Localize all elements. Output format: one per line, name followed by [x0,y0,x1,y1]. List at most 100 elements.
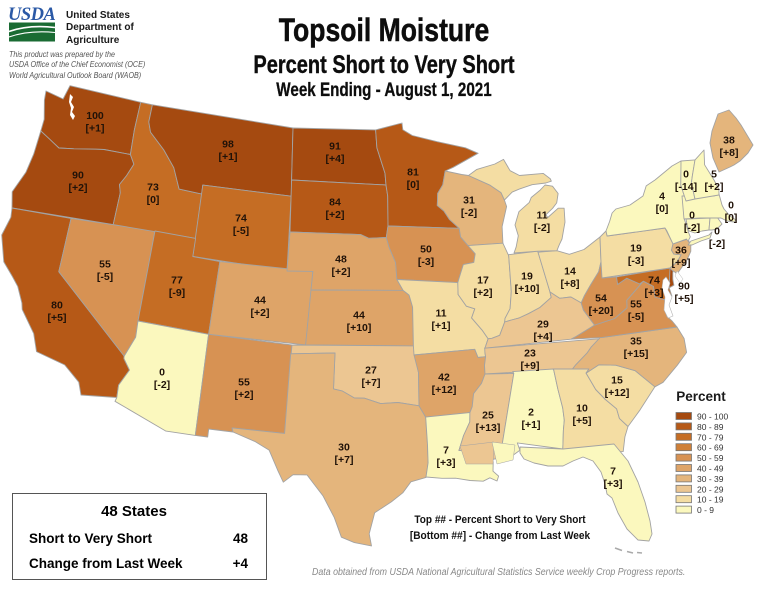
svg-text:[+4]: [+4] [534,331,553,343]
svg-text:[-14]: [-14] [675,181,697,193]
svg-text:0: 0 [683,169,689,181]
svg-text:[-5]: [-5] [233,225,249,237]
svg-text:0: 0 [689,210,695,222]
svg-text:[+2]: [+2] [235,389,254,401]
svg-text:31: 31 [463,195,475,207]
svg-text:74: 74 [235,213,247,225]
svg-text:[+20]: [+20] [589,305,614,317]
svg-text:84: 84 [329,197,341,209]
svg-text:[+1]: [+1] [522,419,541,431]
svg-text:91: 91 [329,141,341,153]
svg-text:Percent: Percent [676,389,726,404]
svg-text:38: 38 [723,135,735,147]
svg-text:17: 17 [477,275,489,287]
svg-text:[-2]: [-2] [684,222,700,234]
svg-text:77: 77 [171,275,183,287]
svg-text:[+3]: [+3] [645,287,664,299]
svg-text:0: 0 [714,226,720,238]
svg-text:[0]: [0] [725,212,738,224]
svg-text:[0]: [0] [656,203,669,215]
svg-text:[+10]: [+10] [347,322,372,334]
svg-text:[+3]: [+3] [604,478,623,490]
svg-text:10: 10 [576,403,588,415]
svg-text:[+5]: [+5] [48,312,67,324]
svg-text:7: 7 [443,445,449,457]
svg-text:29: 29 [537,319,549,331]
svg-text:[+2]: [+2] [69,182,88,194]
svg-text:[0]: [0] [147,194,160,206]
svg-text:[+2]: [+2] [705,181,724,193]
svg-text:4: 4 [659,191,665,203]
svg-text:[+15]: [+15] [624,348,649,360]
svg-text:74: 74 [648,275,660,287]
svg-text:11: 11 [435,308,446,320]
svg-text:90: 90 [678,281,690,293]
svg-text:35: 35 [630,336,642,348]
svg-text:[+2]: [+2] [474,287,493,299]
svg-text:7: 7 [610,466,616,478]
svg-text:0: 0 [728,200,734,212]
svg-text:48: 48 [335,254,347,266]
svg-text:[+3]: [+3] [437,457,456,469]
svg-text:25: 25 [482,410,494,422]
svg-text:[+1]: [+1] [219,151,238,163]
svg-text:98: 98 [222,139,234,151]
svg-text:54: 54 [595,293,607,305]
svg-text:30 - 39: 30 - 39 [697,474,724,484]
svg-text:80: 80 [51,300,63,312]
svg-text:73: 73 [147,182,159,194]
svg-text:50: 50 [420,244,432,256]
svg-text:0: 0 [159,367,165,379]
svg-text:[+9]: [+9] [672,257,691,269]
svg-text:[+12]: [+12] [605,387,630,399]
svg-text:[-2]: [-2] [461,207,477,219]
svg-text:[+2]: [+2] [251,307,270,319]
svg-text:81: 81 [407,167,419,179]
svg-text:[+2]: [+2] [332,266,351,278]
svg-text:[-5]: [-5] [628,311,644,323]
svg-text:[+8]: [+8] [561,278,580,290]
svg-text:70 - 79: 70 - 79 [697,432,724,442]
svg-text:20 - 29: 20 - 29 [697,484,724,494]
svg-text:[+5]: [+5] [675,293,694,305]
svg-text:[+2]: [+2] [326,209,345,221]
svg-text:11: 11 [536,210,547,222]
svg-text:55: 55 [630,299,642,311]
svg-text:90: 90 [72,170,84,182]
svg-text:55: 55 [238,377,250,389]
svg-text:90 - 100: 90 - 100 [697,412,728,422]
svg-text:27: 27 [365,365,377,377]
svg-text:[+1]: [+1] [432,320,451,332]
svg-text:19: 19 [521,271,533,283]
svg-text:[-2]: [-2] [154,379,170,391]
svg-text:36: 36 [675,245,687,257]
svg-text:42: 42 [438,372,450,384]
svg-text:80 - 89: 80 - 89 [697,422,724,432]
svg-text:0 - 9: 0 - 9 [697,505,714,515]
svg-text:15: 15 [611,375,623,387]
svg-text:[+4]: [+4] [326,153,345,165]
svg-text:44: 44 [353,310,365,322]
svg-text:23: 23 [524,348,536,360]
svg-text:[-2]: [-2] [534,222,550,234]
svg-text:[+8]: [+8] [720,147,739,159]
svg-text:5: 5 [711,169,717,181]
svg-text:44: 44 [254,295,266,307]
svg-text:USDA: USDA [9,5,56,25]
svg-text:[+12]: [+12] [432,384,457,396]
svg-text:[+7]: [+7] [335,454,354,466]
svg-text:[+10]: [+10] [515,283,540,295]
svg-text:30: 30 [338,442,350,454]
svg-text:2: 2 [528,407,534,419]
svg-text:[-9]: [-9] [169,287,185,299]
svg-text:[-2]: [-2] [709,238,725,250]
svg-text:14: 14 [564,266,576,278]
svg-text:40 - 49: 40 - 49 [697,464,724,474]
svg-text:50 - 59: 50 - 59 [697,453,724,463]
svg-text:[-3]: [-3] [628,255,644,267]
svg-text:[-5]: [-5] [97,271,113,283]
svg-text:[+13]: [+13] [476,422,501,434]
svg-text:[+1]: [+1] [86,122,105,134]
svg-text:[+5]: [+5] [573,415,592,427]
svg-text:[0]: [0] [407,179,420,191]
